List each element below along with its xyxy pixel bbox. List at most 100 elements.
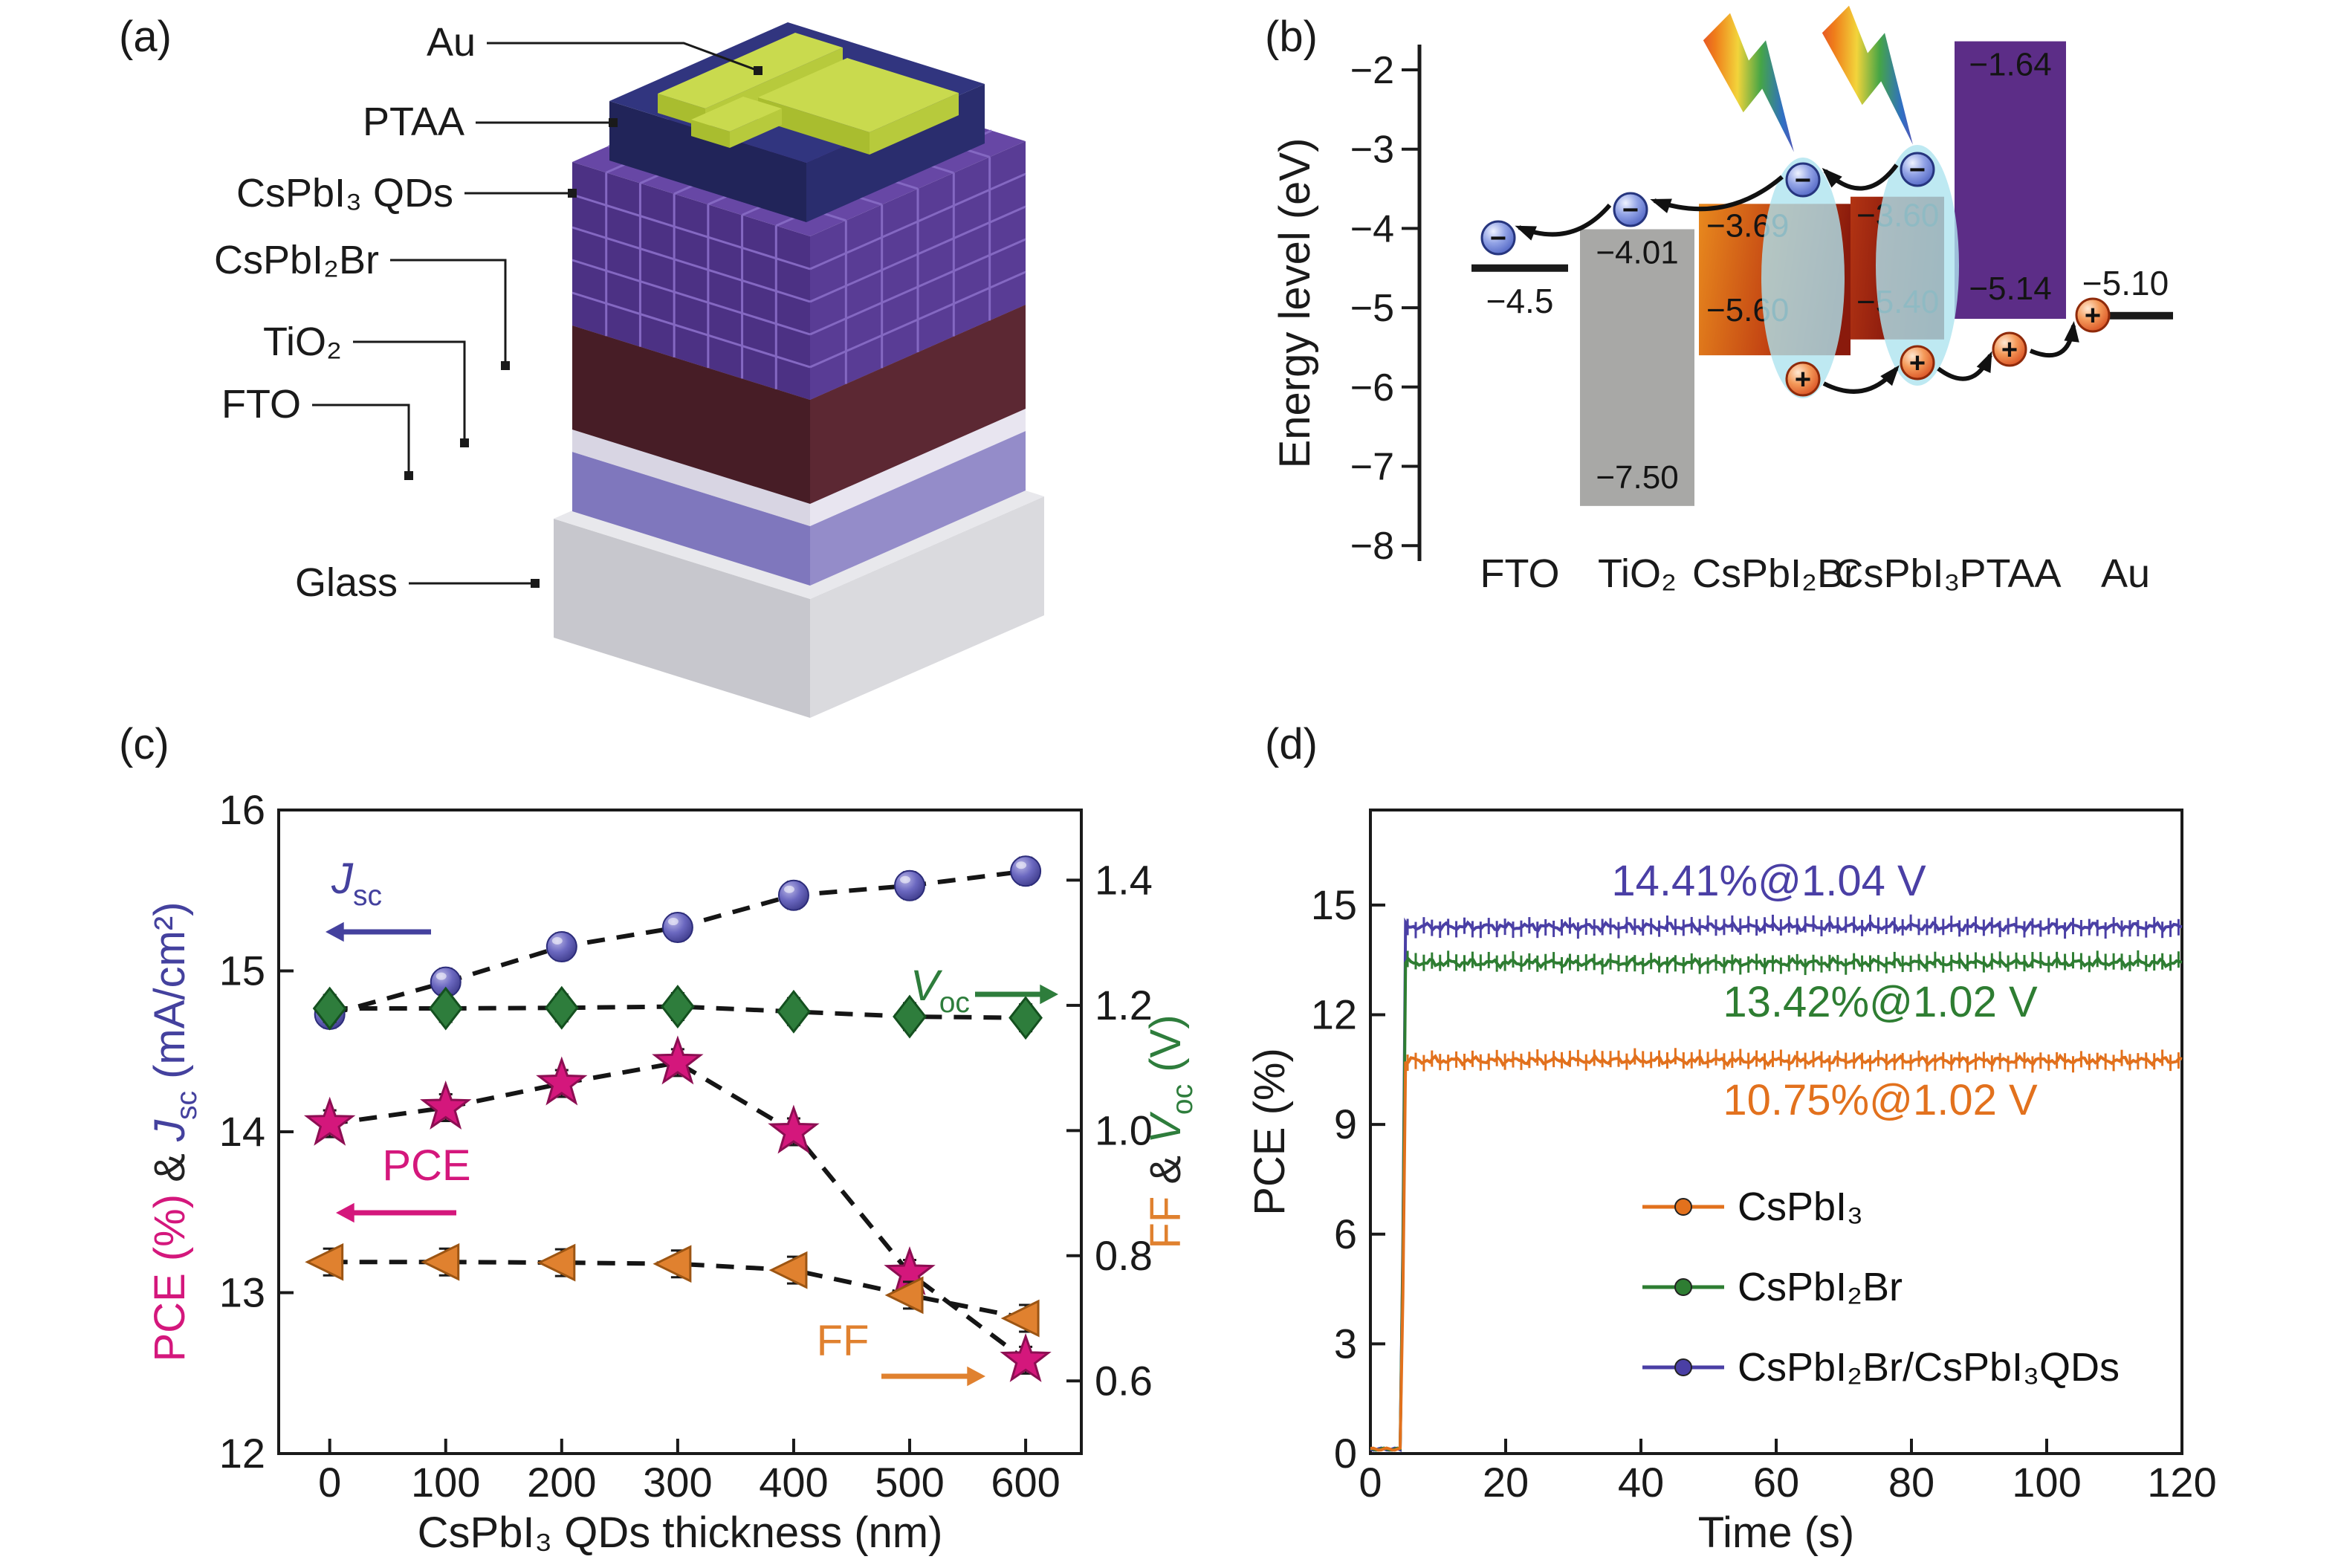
jsc-marker-icon (894, 869, 926, 901)
layer-label-5: FTO (221, 382, 413, 480)
voc-marker-icon (777, 989, 811, 1034)
d-legend-marker-icon-1 (1674, 1278, 1692, 1296)
voc-marker-icon (1008, 996, 1043, 1040)
svg-text:−: − (1795, 165, 1811, 196)
ff-marker-icon (653, 1245, 692, 1283)
panel-b-energy-diagram: −2 −3 −4 −5 −6 −7 −8 Energy level (eV) −4.5 FTO −4… (1271, 5, 2173, 596)
c-ytick-left-1: 13 (219, 1269, 265, 1316)
layer-label-text-5: FTO (221, 382, 301, 427)
leader-dot-icon (568, 189, 577, 198)
layer-label-text-3: CsPbI₂Br (214, 238, 379, 282)
c-ylabel-right: FF & Voc (V) (1142, 1014, 1199, 1248)
b-top-label-4: −1.64 (1969, 47, 2051, 83)
hole-icon-cspbi2br: + (1785, 361, 1821, 397)
c-ytick-right-2: 1.0 (1095, 1107, 1153, 1153)
material-1: −4.01 −7.50 (1580, 229, 1694, 506)
b-ylabel: Energy level (eV) (1271, 138, 1319, 469)
layer-label-text-0: Au (427, 20, 476, 65)
material-0: −4.5 (1471, 264, 1568, 320)
panel-c-plot: 12 13 14 15 16 0.6 0.8 1.0 1.2 1.4 0 100 200 300 400 50… (219, 786, 1153, 1557)
pce-marker-icon (420, 1081, 472, 1130)
d-ylabel: PCE (%) (1246, 1048, 1294, 1216)
au-electrode-pad (758, 58, 959, 155)
b-bottom-label-4: −5.14 (1969, 270, 2051, 307)
c-xtick-1: 100 (411, 1459, 480, 1506)
ff-marker-icon (537, 1243, 576, 1282)
d-series-2 (1370, 914, 2183, 1452)
b-top-label-1: −4.01 (1596, 234, 1678, 270)
voc-marker-icon (544, 985, 579, 1030)
b-bar-1 (1580, 229, 1694, 506)
electron-icon-cspbi2br: − (1785, 162, 1821, 198)
d-ytick-0: 0 (1334, 1430, 1357, 1477)
exciton-ellipse-1 (1761, 158, 1845, 398)
c-xtick-0: 0 (318, 1459, 341, 1506)
c-xtick-4: 400 (759, 1459, 828, 1506)
b-level-line-0 (1471, 264, 1568, 272)
layer-label-4: TiO₂ (263, 320, 469, 447)
panel-d-stability-chart: 0 3 6 9 12 15 0 20 40 60 80 100 120 Time (s) 10.75%@1.… (1246, 809, 2217, 1557)
leader-dot-icon (501, 361, 510, 370)
d-series-1 (1370, 950, 2183, 1452)
pce-marker-icon (768, 1104, 820, 1154)
hole-icon-ptaa: + (1992, 331, 2027, 367)
d-xtick-3: 60 (1753, 1459, 1799, 1506)
leader-dot-icon (531, 579, 540, 588)
panel-d-plot: 0 3 6 9 12 15 0 20 40 60 80 100 120 Time (s) 10.75%@1.… (1311, 809, 2217, 1557)
b-bottom-label-1: −7.50 (1596, 459, 1678, 496)
d-xlabel: Time (s) (1698, 1509, 1854, 1557)
d-xtick-0: 0 (1359, 1459, 1382, 1506)
panel-c-tag: (c) (119, 720, 169, 768)
d-annotation-2: 14.41%@1.04 V (1611, 857, 1926, 905)
pce-marker-icon (303, 1096, 356, 1146)
layer-label-2: CsPbI₃ QDs (236, 171, 577, 216)
c-xtick-6: 600 (991, 1459, 1060, 1506)
b-ytick-5: −7 (1350, 446, 1394, 489)
hole-icon-au: + (2075, 297, 2111, 333)
layer-label-text-1: PTAA (363, 100, 464, 144)
b-ytick-2: −4 (1350, 207, 1394, 250)
svg-text:−: − (1490, 223, 1506, 254)
voc-marker-icon (660, 985, 695, 1028)
b-material-name-5: Au (2101, 551, 2150, 596)
jsc-marker-icon (1010, 855, 1042, 887)
d-legend-item-1: CsPbI₂Br (1642, 1265, 1903, 1309)
c-annotation-ff: FF (817, 1317, 870, 1365)
electron-icon-tio2: − (1613, 192, 1648, 227)
svg-text:−: − (1622, 195, 1639, 226)
c-ytick-left-0: 12 (219, 1430, 265, 1477)
d-xtick-5: 100 (2012, 1459, 2081, 1506)
c-ytick-left-2: 14 (219, 1108, 265, 1155)
c-annotation-voc: Voc (910, 962, 970, 1019)
b-ytick-1: −3 (1350, 129, 1394, 172)
electron-icon-fto: − (1480, 220, 1516, 256)
c-ylabel-left: PCE (%) & Jsc (mA/cm²) (146, 902, 203, 1362)
d-legend-marker-icon-0 (1674, 1198, 1692, 1216)
jsc-marker-icon (545, 931, 577, 963)
leader-dot-icon (404, 471, 413, 480)
d-ytick-5: 15 (1311, 881, 1357, 928)
svg-text:+: + (2085, 300, 2101, 331)
pce-marker-icon (1000, 1332, 1052, 1382)
b-level-label-0: −4.5 (1486, 282, 1554, 320)
c-ytick-right-4: 1.4 (1095, 856, 1153, 903)
c-ytick-left-3: 15 (219, 947, 265, 994)
c-xtick-5: 500 (875, 1459, 944, 1506)
d-xtick-1: 20 (1483, 1459, 1529, 1506)
ff-marker-icon (884, 1276, 924, 1315)
ff-marker-icon (1000, 1299, 1040, 1338)
leader-dot-icon (754, 66, 762, 75)
b-material-name-1: TiO₂ (1598, 551, 1677, 596)
d-xtick-2: 40 (1618, 1459, 1664, 1506)
b-ytick-0: −2 (1350, 49, 1394, 92)
material-5: −5.10 (2078, 264, 2173, 320)
d-legend-label-0: CsPbI₃ (1738, 1185, 1863, 1229)
d-ytick-1: 3 (1334, 1320, 1357, 1367)
d-legend-item-2: CsPbI₂Br/CsPbI₃QDs (1642, 1345, 2120, 1390)
series-ff (305, 1243, 1040, 1338)
series-pce (303, 1035, 1052, 1382)
d-ytick-3: 9 (1334, 1101, 1357, 1147)
svg-text:+: + (1909, 348, 1926, 379)
b-ytick-3: −5 (1350, 287, 1394, 330)
ff-marker-icon (305, 1243, 344, 1281)
